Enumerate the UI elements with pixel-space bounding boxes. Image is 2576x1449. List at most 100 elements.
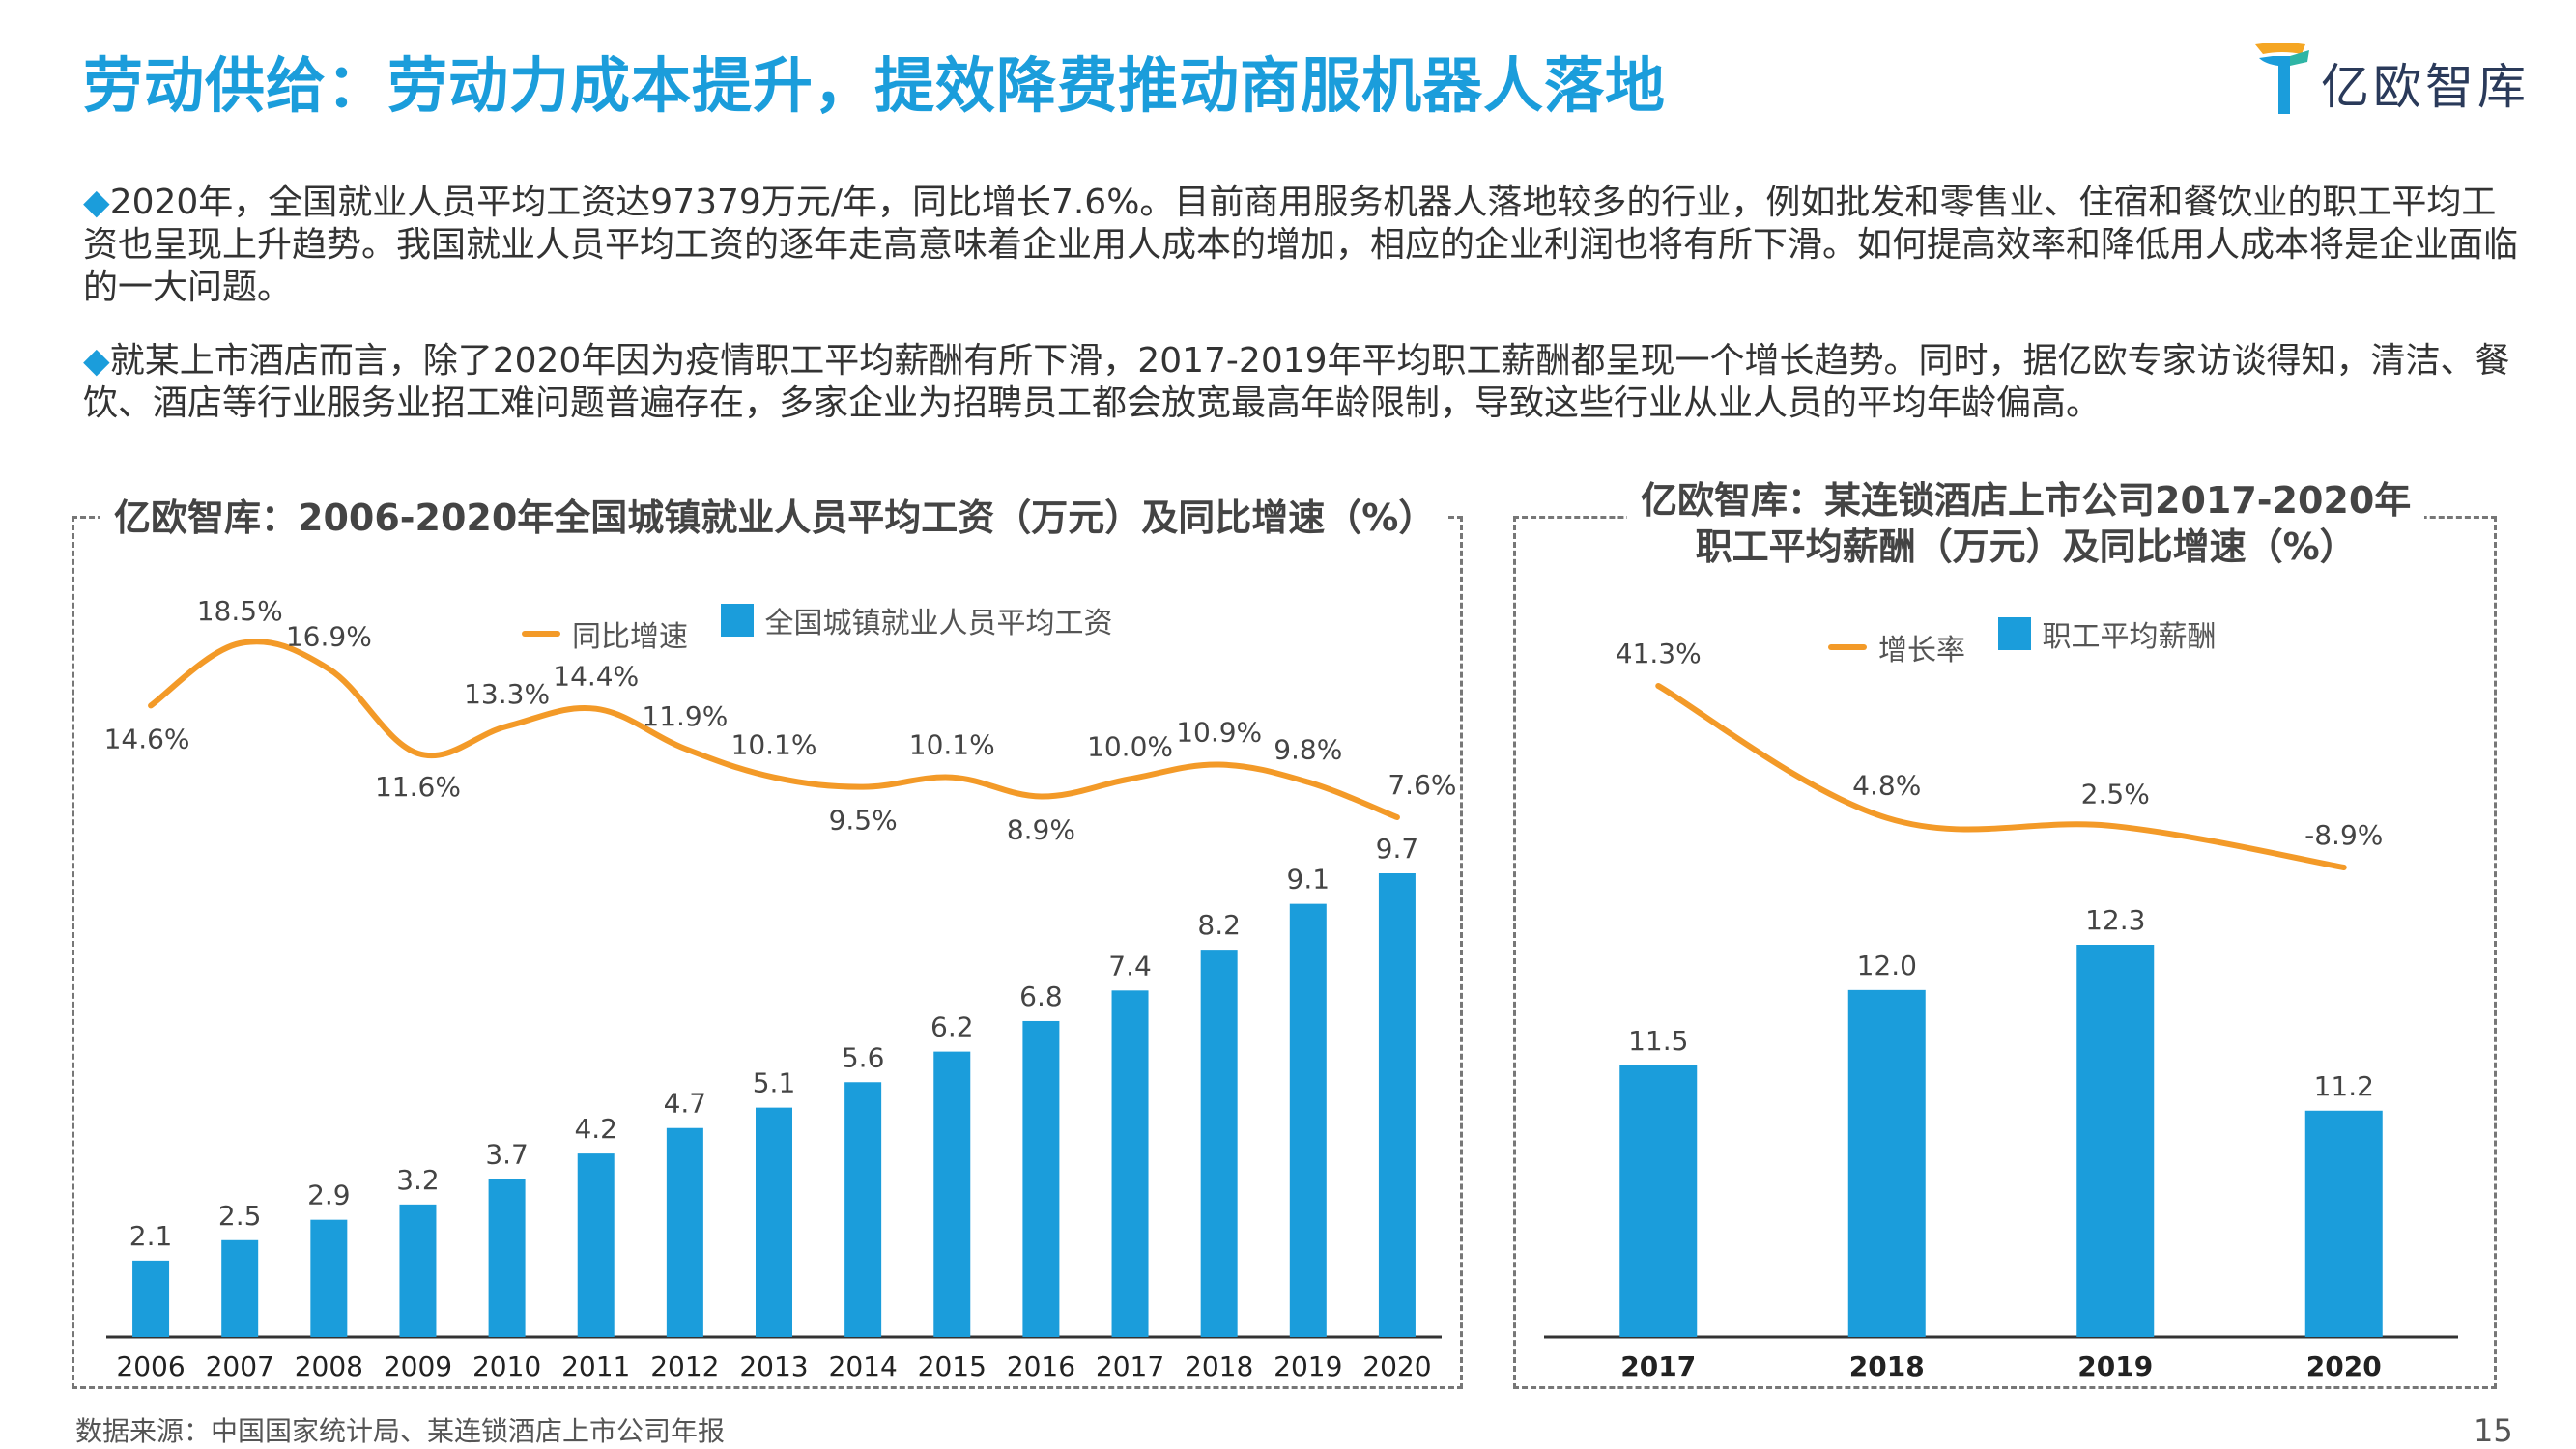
- bar: [2304, 1110, 2383, 1337]
- bullet-diamond-icon: ◆: [83, 183, 110, 222]
- legend-label: 增长率: [1878, 634, 1965, 668]
- x-tick-label: 2010: [472, 1350, 541, 1382]
- bar-value-label: 11.5: [1628, 1025, 1688, 1057]
- bar-value-label: 12.0: [1857, 950, 1917, 981]
- bar-value-label: 7.4: [1108, 950, 1152, 981]
- bar-value-label: 6.2: [930, 1011, 974, 1043]
- legend-label: 全国城镇就业人员平均工资: [764, 607, 1113, 640]
- legend-label: 职工平均薪酬: [2042, 620, 2217, 654]
- x-tick-label: 2019: [1274, 1350, 1342, 1382]
- x-tick-label: 2012: [650, 1350, 719, 1382]
- legend-line-swatch: [1828, 644, 1867, 650]
- bar-value-label: 3.7: [485, 1138, 529, 1170]
- bar-value-label: 5.1: [753, 1067, 796, 1099]
- x-tick-label: 2020: [1362, 1350, 1431, 1382]
- line-value-label: 2.5%: [2081, 778, 2150, 810]
- chart-2-title-line-1: 亿欧智库：某连锁酒店上市公司2017-2020年: [1641, 479, 2412, 522]
- line-value-label: 10.0%: [1087, 730, 1173, 762]
- x-tick-label: 2014: [829, 1350, 898, 1382]
- line-value-label: -8.9%: [2304, 819, 2383, 851]
- legend-item-wage: 全国城镇就业人员平均工资: [720, 599, 1113, 641]
- bar-value-label: 2.9: [307, 1179, 351, 1211]
- logo-text: 亿欧智库: [2321, 59, 2530, 115]
- line-value-label: 11.6%: [375, 771, 461, 803]
- line-value-label: 11.9%: [642, 700, 728, 732]
- bar: [2076, 945, 2155, 1337]
- chart-1-legend: 同比增速 全国城镇就业人员平均工资: [522, 599, 1136, 655]
- x-tick-label: 2013: [739, 1350, 808, 1382]
- bar-value-label: 9.7: [1376, 833, 1419, 865]
- line-value-label: 9.5%: [829, 805, 898, 837]
- bar-value-label: 4.7: [664, 1088, 707, 1120]
- legend-bar-swatch: [1997, 617, 2031, 650]
- bar: [1022, 1020, 1060, 1337]
- chart-1-title: 亿欧智库：2006-2020年全国城镇就业人员平均工资（万元）及同比增速（%）: [100, 495, 1449, 541]
- line-value-label: 14.6%: [104, 723, 190, 754]
- logo-mark-icon: [2255, 43, 2309, 114]
- line-value-label: 41.3%: [1616, 638, 1702, 669]
- line-value-label: 9.8%: [1274, 734, 1342, 766]
- brand-logo: 亿欧智库: [2251, 37, 2541, 120]
- x-tick-label: 2018: [1185, 1350, 1253, 1382]
- x-tick-label: 2015: [918, 1350, 987, 1382]
- line-value-label: 7.6%: [1388, 769, 1456, 801]
- bar: [221, 1239, 259, 1337]
- line-value-label: 8.9%: [1007, 814, 1075, 846]
- page-title: 劳动供给：劳动力成本提升，提效降费推动商服机器人落地: [83, 50, 1667, 121]
- bar: [1289, 903, 1327, 1337]
- legend-line-swatch: [522, 631, 560, 637]
- line-value-label: 13.3%: [464, 678, 550, 710]
- line-value-label: 10.1%: [731, 729, 817, 761]
- growth-line: [148, 639, 1400, 820]
- x-tick-label: 2020: [2306, 1350, 2382, 1382]
- source-note: 数据来源：中国国家统计局、某连锁酒店上市公司年报: [75, 1415, 726, 1447]
- bar: [1200, 950, 1238, 1337]
- x-tick-label: 2009: [384, 1350, 452, 1382]
- page-number: 15: [2474, 1412, 2513, 1449]
- growth-line: [1655, 683, 2347, 870]
- bar: [933, 1051, 971, 1337]
- x-tick-label: 2016: [1007, 1350, 1075, 1382]
- bar: [666, 1127, 703, 1337]
- bar: [1111, 990, 1149, 1337]
- bar: [756, 1107, 792, 1337]
- x-tick-label: 2017: [1096, 1350, 1164, 1382]
- chart-2-title: 亿欧智库：某连锁酒店上市公司2017-2020年 职工平均薪酬（万元）及同比增速…: [1627, 477, 2425, 570]
- paragraph-1: ◆2020年，全国就业人员平均工资达97379万元/年，同比增长7.6%。目前商…: [83, 182, 2518, 309]
- legend-label: 同比增速: [572, 620, 688, 654]
- bar: [399, 1204, 437, 1337]
- line-value-label: 16.9%: [286, 620, 372, 652]
- line-value-label: 10.1%: [909, 729, 995, 761]
- x-tick-label: 2006: [116, 1350, 185, 1382]
- bar-value-label: 3.2: [396, 1164, 440, 1196]
- bar: [1378, 873, 1416, 1337]
- x-tick-label: 2019: [2077, 1350, 2153, 1382]
- x-tick-label: 2017: [1620, 1350, 1696, 1382]
- bar-value-label: 2.5: [218, 1200, 262, 1232]
- legend-bar-swatch: [720, 604, 754, 637]
- paragraph-2-text: 就某上市酒店而言，除了2020年因为疫情职工平均薪酬有所下滑，2017-2019…: [83, 341, 2510, 423]
- paragraph-2: ◆就某上市酒店而言，除了2020年因为疫情职工平均薪酬有所下滑，2017-201…: [83, 340, 2518, 425]
- chart-2-title-line-2: 职工平均薪酬（万元）及同比增速（%）: [1695, 526, 2357, 568]
- bar: [132, 1260, 170, 1337]
- bar: [310, 1219, 348, 1337]
- bar: [488, 1179, 526, 1337]
- chart-2-legend: 增长率 职工平均薪酬: [1828, 612, 2240, 668]
- line-value-label: 10.9%: [1176, 717, 1262, 749]
- bar: [1619, 1065, 1698, 1337]
- line-value-label: 14.4%: [553, 661, 639, 693]
- x-tick-label: 2018: [1849, 1350, 1925, 1382]
- line-value-label: 4.8%: [1852, 770, 1921, 802]
- paragraph-1-text: 2020年，全国就业人员平均工资达97379万元/年，同比增长7.6%。目前商用…: [83, 183, 2519, 307]
- bar: [577, 1153, 615, 1337]
- bar-value-label: 8.2: [1197, 909, 1241, 941]
- bullet-diamond-icon: ◆: [83, 341, 110, 381]
- legend-item-growth: 增长率: [1828, 626, 1965, 668]
- bar-value-label: 4.2: [574, 1113, 617, 1145]
- x-tick-label: 2007: [206, 1350, 274, 1382]
- bar-value-label: 2.1: [129, 1220, 173, 1252]
- bar-value-label: 6.8: [1019, 980, 1063, 1012]
- bar: [1847, 989, 1926, 1337]
